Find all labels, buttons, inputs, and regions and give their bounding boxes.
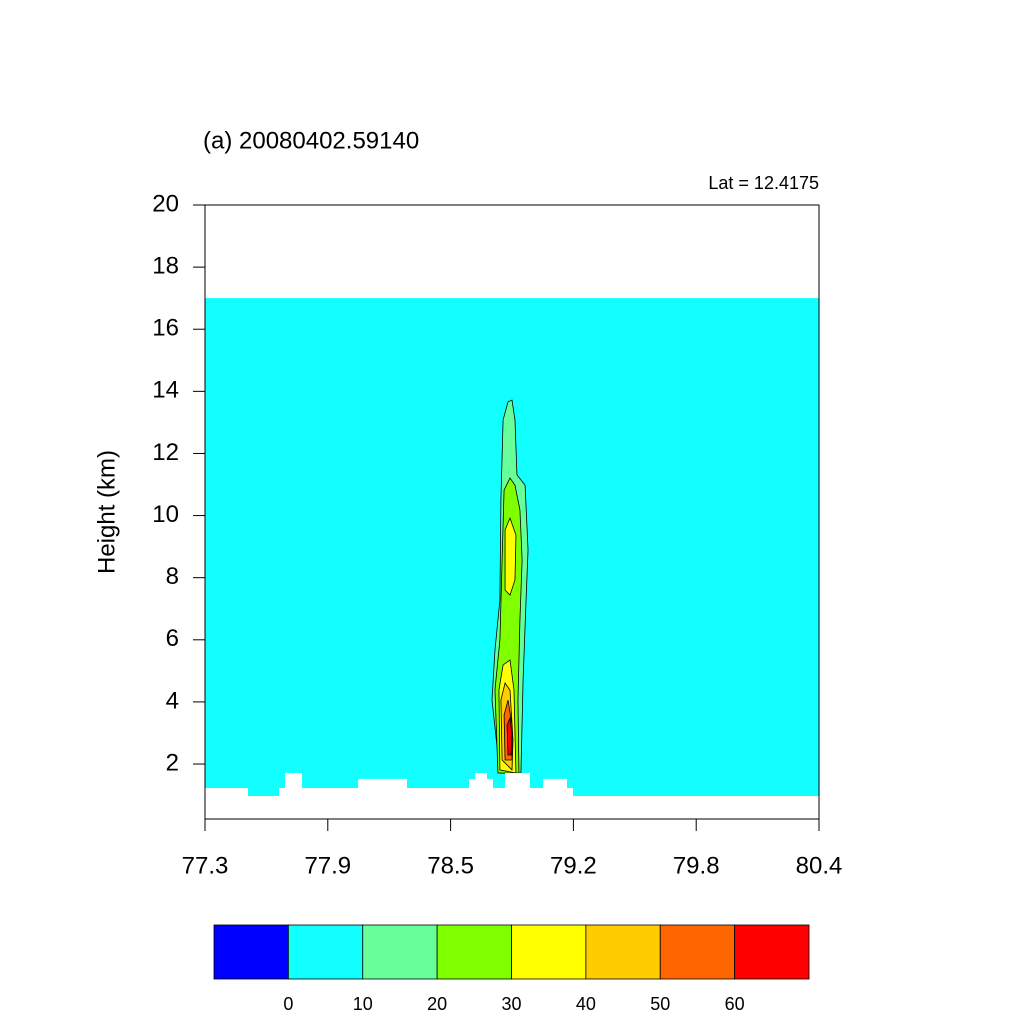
plot-frame xyxy=(204,204,820,820)
y-tick-label: 14 xyxy=(152,377,179,404)
x-tick-label: 77.9 xyxy=(304,852,351,879)
colorbar-box xyxy=(213,924,289,980)
annotation: Lat = 12.4175 xyxy=(708,173,819,193)
chart-title: (a) 20080402.59140 xyxy=(203,127,419,154)
y-tick-label: 6 xyxy=(166,625,179,652)
terrain-mask xyxy=(205,773,819,819)
colorbar-box xyxy=(511,924,587,980)
colorbar-box xyxy=(585,924,661,980)
y-tick-label: 18 xyxy=(152,252,179,279)
y-tick-label: 4 xyxy=(166,687,179,714)
x-tick-label: 78.5 xyxy=(427,852,474,879)
contour-region xyxy=(504,516,517,596)
colorbar-box xyxy=(436,924,512,980)
y-tick-label: 12 xyxy=(152,439,179,466)
x-tick-label: 79.2 xyxy=(550,852,597,879)
y-tick-label: 10 xyxy=(152,501,179,528)
colorbar-label: 40 xyxy=(576,994,596,1014)
colorbar-box xyxy=(362,924,438,980)
colorbar-box xyxy=(287,924,364,980)
x-tick-label: 77.3 xyxy=(182,852,229,879)
y-tick-label: 16 xyxy=(152,315,179,342)
x-tick-label: 79.8 xyxy=(673,852,720,879)
colorbar-label: 0 xyxy=(283,994,293,1014)
colorbar-label: 60 xyxy=(725,994,745,1014)
contour-region xyxy=(506,716,513,756)
y-tick-label: 20 xyxy=(152,190,179,217)
colorbar-label: 10 xyxy=(353,994,373,1014)
colorbar-box xyxy=(734,924,810,980)
colorbar-label: 50 xyxy=(650,994,670,1014)
colorbar-box xyxy=(659,924,736,980)
y-tick-label: 2 xyxy=(166,749,179,776)
colorbar-label: 30 xyxy=(501,994,521,1014)
y-tick-label: 8 xyxy=(166,563,179,590)
y-axis-label: Height (km) xyxy=(93,450,120,574)
x-tick-label: 80.4 xyxy=(796,852,843,879)
colorbar-label: 20 xyxy=(427,994,447,1014)
